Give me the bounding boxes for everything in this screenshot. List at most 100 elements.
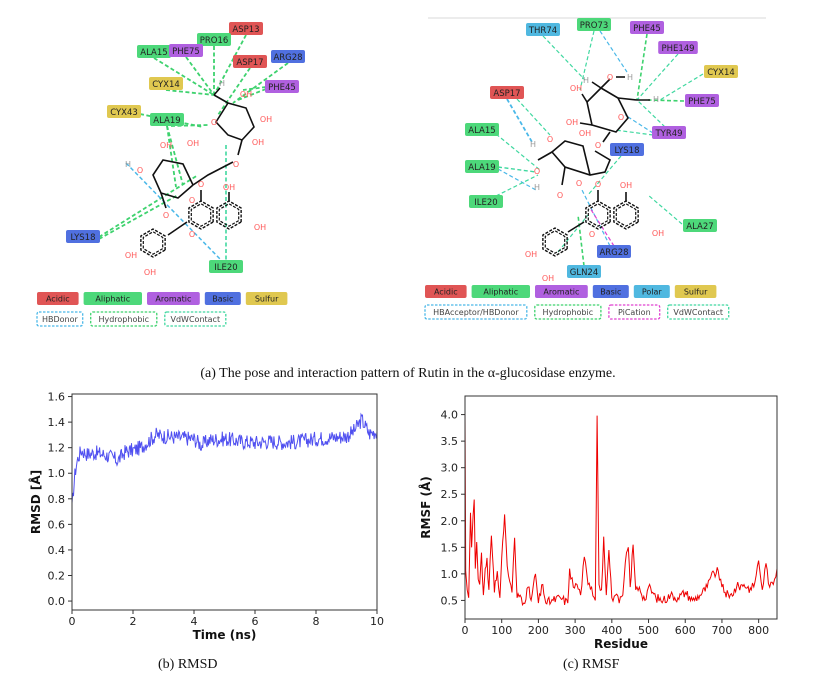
x-tick-label: 0: [462, 624, 469, 637]
legend-swatch: [164, 311, 227, 327]
aromatic-ring-inner: [142, 231, 164, 255]
oxygen-atom-label: O: [189, 196, 195, 205]
y-tick-label: 0.0: [48, 595, 66, 608]
legend-swatch: [424, 304, 528, 320]
bond: [579, 122, 593, 126]
y-tick-label: 1.5: [441, 541, 459, 554]
residue-text: ARG28: [599, 248, 628, 258]
residue-box: [597, 245, 631, 258]
residue-phe45: PHE45: [265, 80, 299, 93]
y-tick-label: 0.2: [48, 569, 66, 582]
residue-cyx14: CYX14: [704, 65, 738, 78]
interaction-line: [624, 114, 654, 134]
bond: [160, 192, 167, 209]
interaction-line: [495, 133, 541, 171]
interaction-line: [98, 174, 199, 238]
legend-label: Aromatic: [155, 295, 191, 304]
legend-item-acidic: Acidic: [425, 285, 467, 298]
y-tick-label: 1.4: [48, 416, 66, 429]
legend-label: Sulfur: [255, 295, 279, 304]
aromatic-ring: [188, 200, 214, 230]
residue-phe149: PHE149: [658, 41, 698, 54]
aromatic-ring-inner: [218, 203, 240, 227]
bond: [617, 97, 650, 101]
residue-box: [610, 143, 644, 156]
legend-swatch: [534, 304, 602, 320]
bond: [213, 87, 221, 96]
oxygen-atom-label: OH: [254, 223, 266, 232]
residue-ala15: ALA15: [465, 123, 499, 136]
legend-swatch: [592, 285, 629, 298]
legend-label: Hydrophobic: [98, 315, 149, 324]
oxygen-atom-label: OH: [125, 251, 137, 260]
residue-arg28: ARG28: [271, 50, 305, 63]
y-tick-label: 1.0: [48, 467, 66, 480]
legend-label: Basic: [212, 295, 233, 304]
legend-item-sulfur: Sulfur: [674, 285, 717, 298]
hydrogen-atom-label: H: [530, 140, 536, 149]
y-tick-label: 3.5: [441, 435, 459, 448]
residue-text: ASP17: [236, 58, 263, 68]
residue-box: [209, 260, 243, 273]
residue-box: [652, 126, 686, 139]
residue-text: THR74: [528, 26, 557, 36]
residue-box: [150, 113, 184, 126]
residue-text: CYX14: [152, 80, 180, 90]
hydrogen-atom-label: H: [125, 160, 131, 169]
residue-phe45: PHE45: [630, 21, 664, 34]
oxygen-atom-label: O: [534, 167, 540, 176]
x-axis-label: Time (ns): [193, 628, 257, 642]
residue-text: ASP17: [493, 89, 520, 99]
aromatic-ring: [216, 200, 242, 230]
oxygen-atom-label: OH: [240, 90, 252, 99]
bond: [537, 151, 553, 161]
residue-text: PHE149: [661, 44, 694, 54]
interaction-line: [237, 88, 267, 101]
legend-item-pication: PiCation: [608, 304, 661, 320]
hydrogen-atom-label: H: [627, 73, 633, 82]
residue-text: PHE45: [633, 24, 661, 34]
legend-label: Acidic: [46, 295, 70, 304]
oxygen-atom-label: O: [557, 191, 563, 200]
residue-lys18: LYS18: [66, 230, 100, 243]
residue-box: [490, 86, 524, 99]
legend-swatch: [204, 292, 241, 305]
interaction-line: [495, 174, 539, 197]
interaction-line: [125, 162, 223, 262]
legend-swatch: [83, 292, 142, 305]
oxygen-atom-label: OH: [652, 229, 664, 238]
oxygen-atom-label: OH: [187, 139, 199, 148]
legend-label: Sulfur: [684, 288, 708, 297]
aromatic-ring-inner: [190, 203, 212, 227]
y-tick-label: 0.4: [48, 544, 66, 557]
residue-thr74: THR74: [526, 23, 560, 36]
legend-item-hydrophobic: Hydrophobic: [534, 304, 602, 320]
x-tick-label: 300: [565, 624, 586, 637]
legend-swatch: [37, 292, 79, 305]
legend-label: Polar: [642, 288, 663, 297]
caption-a: (a) The pose and interaction pattern of …: [200, 366, 616, 381]
residue-text: ARG28: [273, 53, 302, 63]
oxygen-atom-label: O: [607, 73, 613, 82]
interaction-line: [153, 57, 215, 96]
hydrogen-atom-label: H: [653, 95, 659, 104]
x-tick-label: 0: [69, 615, 76, 628]
legend-item-polar: Polar: [633, 285, 670, 298]
legend-item-basic: Basic: [204, 292, 241, 305]
interaction-line: [636, 99, 666, 128]
interaction-line: [242, 86, 267, 91]
x-axis-label: Residue: [594, 637, 648, 651]
residue-box: [107, 105, 141, 118]
legend-item-hbacceptor-hbdonor: HBAcceptor/HBDonor: [424, 304, 528, 320]
aromatic-ring: [140, 228, 166, 258]
series-line-rmsf: [464, 411, 778, 607]
legend-item-aromatic: Aromatic: [147, 292, 200, 305]
x-tick-label: 2: [130, 615, 137, 628]
x-tick-label: 700: [711, 624, 732, 637]
bond: [591, 81, 602, 89]
residue-box: [683, 219, 717, 232]
y-tick-label: 1.2: [48, 442, 66, 455]
legend-swatch: [667, 304, 730, 320]
legend-item-aliphatic: Aliphatic: [83, 292, 142, 305]
legend-item-aromatic: Aromatic: [535, 285, 588, 298]
